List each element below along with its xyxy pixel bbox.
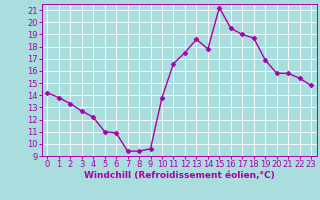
X-axis label: Windchill (Refroidissement éolien,°C): Windchill (Refroidissement éolien,°C): [84, 171, 275, 180]
